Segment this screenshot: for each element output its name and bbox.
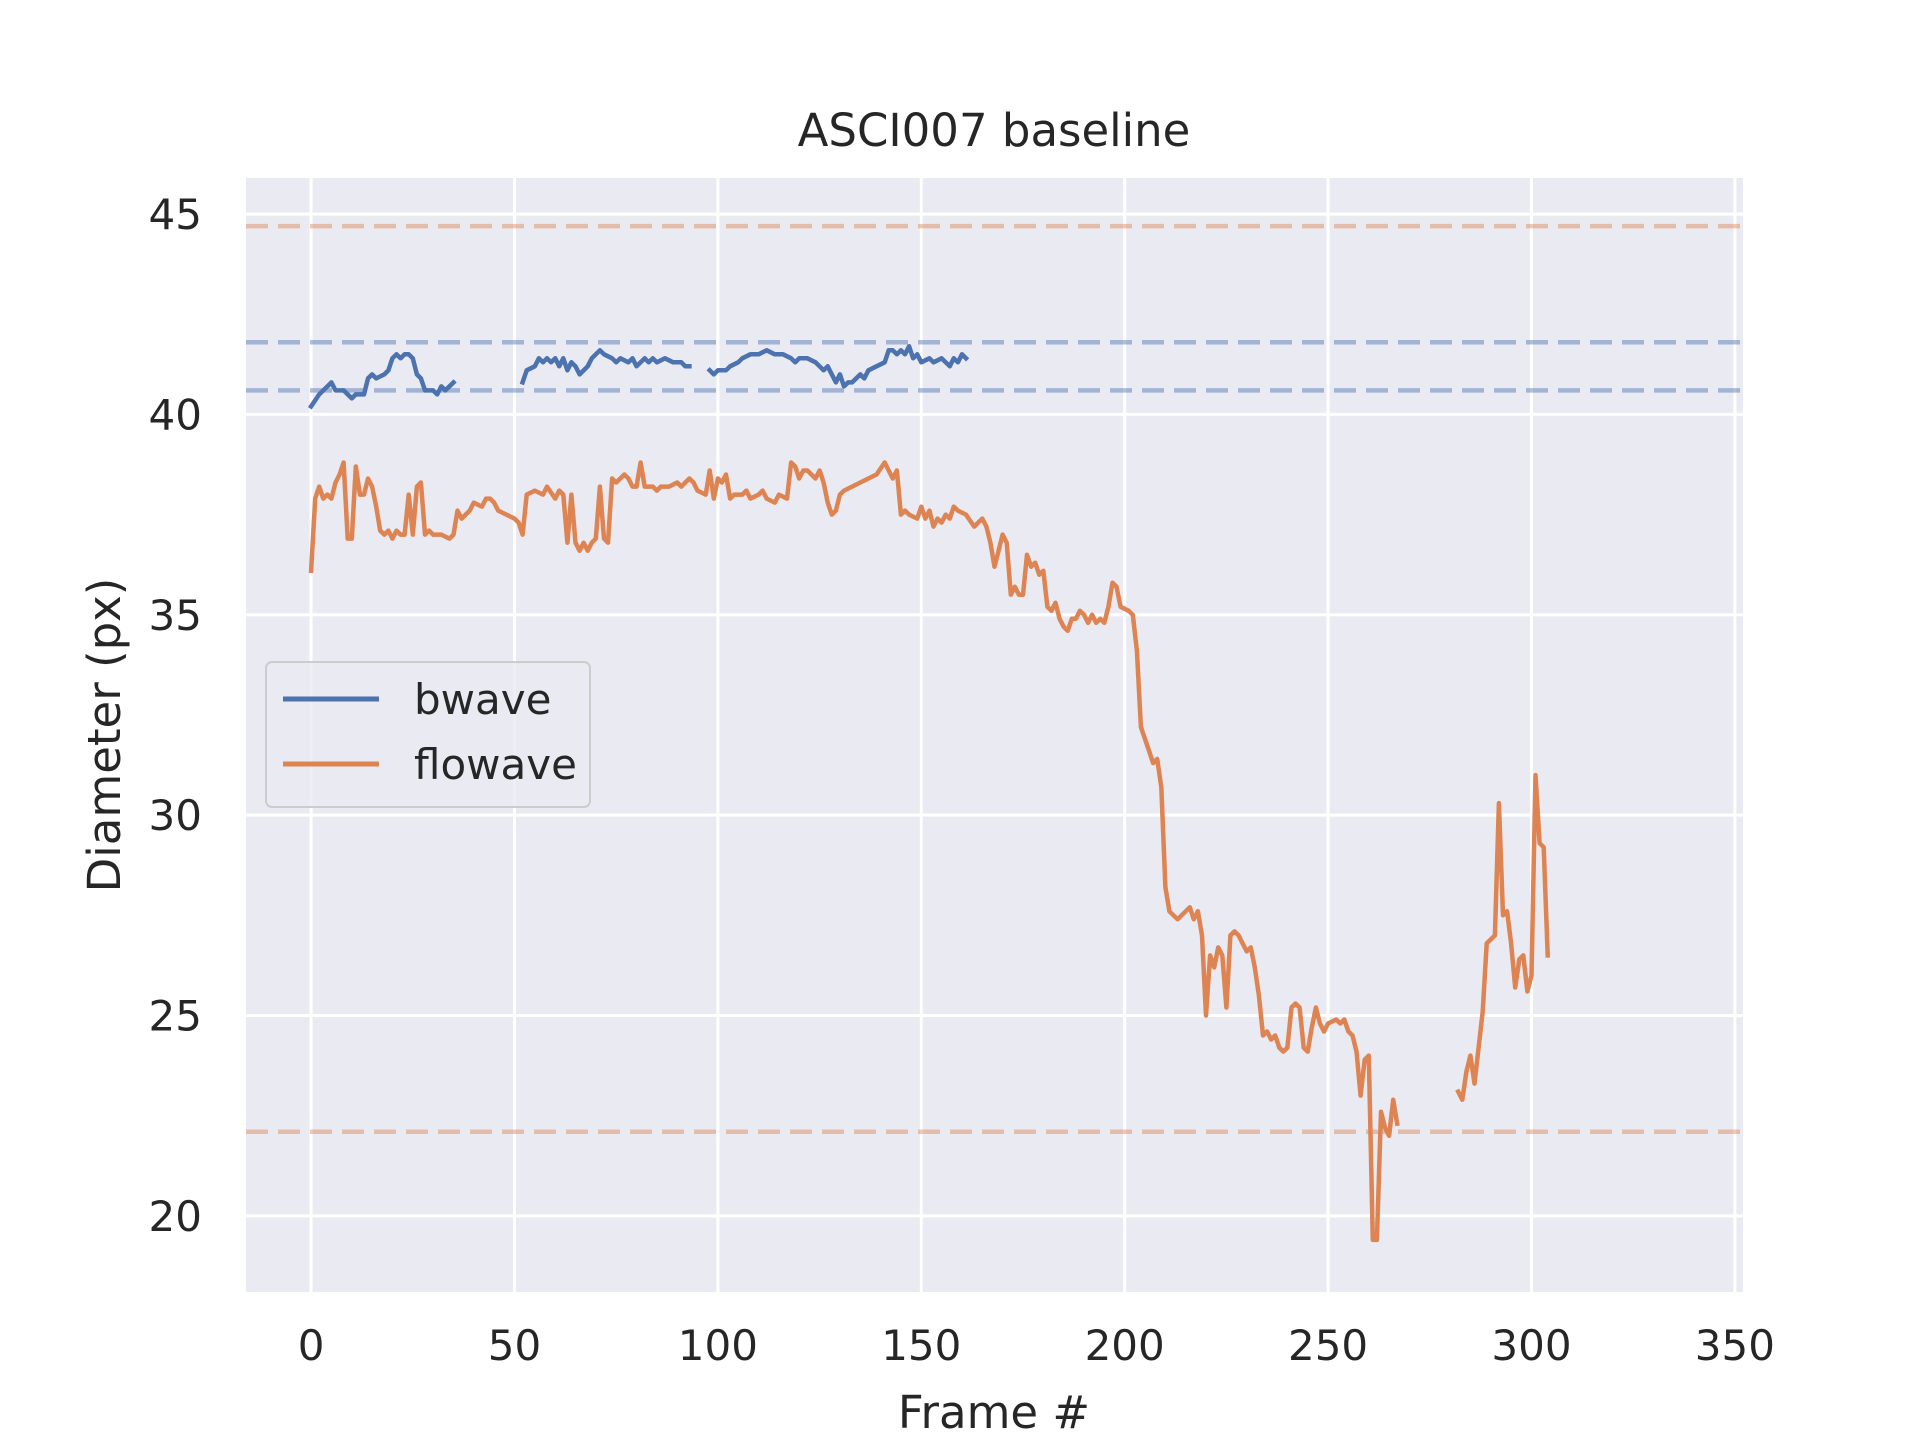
series-line-flowave (1455, 772, 1551, 1102)
y-tick-label: 30 (149, 791, 202, 840)
series-line-bwave (706, 344, 970, 389)
y-tick-label: 35 (149, 591, 202, 640)
y-tick-label: 45 (149, 190, 202, 239)
y-axis-label: Diameter (px) (78, 578, 131, 893)
y-tick-labels: 20 25 30 35 40 45 (149, 190, 202, 1241)
y-tick-label: 20 (149, 1192, 202, 1241)
legend: bwave flowave (265, 661, 591, 808)
series-line-flowave (308, 460, 1400, 1243)
x-tick-label: 350 (1695, 1321, 1775, 1370)
x-tick-label: 0 (298, 1321, 325, 1370)
reference-lines (246, 223, 1743, 1134)
x-tick-label: 50 (488, 1321, 541, 1370)
y-tick-label: 40 (149, 390, 202, 439)
chart-title: ASCI007 baseline (798, 104, 1191, 157)
series-lines (307, 344, 1551, 1243)
legend-label-bwave: bwave (414, 675, 551, 724)
grid (246, 178, 1743, 1292)
x-tick-labels: 0 50 100 150 200 250 300 350 (298, 1321, 1775, 1370)
series-line-bwave (307, 352, 457, 410)
x-tick-label: 250 (1288, 1321, 1368, 1370)
legend-label-flowave: flowave (414, 740, 577, 789)
x-tick-label: 100 (678, 1321, 758, 1370)
x-tick-label: 300 (1491, 1321, 1571, 1370)
series-line-bwave (519, 348, 692, 386)
x-tick-label: 150 (881, 1321, 961, 1370)
y-tick-label: 25 (149, 992, 202, 1041)
x-tick-label: 200 (1085, 1321, 1165, 1370)
x-axis-label: Frame # (898, 1386, 1090, 1439)
